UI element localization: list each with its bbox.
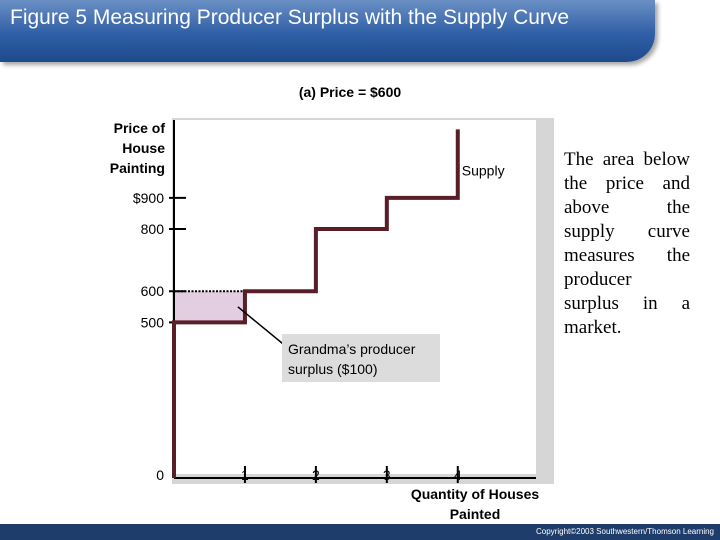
y-axis-title: Price of House Painting <box>109 120 165 176</box>
copyright-bar: Copyright©2003 Southwestern/Thomson Lear… <box>0 524 720 540</box>
y-tick-label: $900 <box>133 190 164 206</box>
y-tick-label: 600 <box>141 283 165 299</box>
annotation-text: Grandma’s producer surplus ($100) <box>288 341 416 377</box>
annotation-box <box>282 334 440 382</box>
x-tick-label: 3 <box>383 467 391 483</box>
tick-marks: 500 600 800 $900 0 1 2 3 4 <box>133 190 462 483</box>
title-bar: Figure 5 Measuring Producer Surplus with… <box>0 0 655 62</box>
y-tick-label: 500 <box>141 314 165 330</box>
x-tick-label: 1 <box>241 467 249 483</box>
slide-caption: The area below the price and above the s… <box>564 149 690 338</box>
supply-curve <box>172 129 460 478</box>
supply-curve-label: Supply <box>462 162 505 178</box>
x-axis-title: Quantity of Houses Painted <box>410 486 540 522</box>
copyright-text: Copyright©2003 Southwestern/Thomson Lear… <box>536 527 714 536</box>
y-tick-label: 800 <box>141 221 165 237</box>
chart-subtitle: (a) Price = $600 <box>298 84 402 100</box>
x-tick-label: 4 <box>454 467 462 483</box>
origin-label: 0 <box>156 467 164 483</box>
producer-surplus-area <box>174 291 245 323</box>
x-tick-label: 2 <box>312 467 320 483</box>
slide-title: Figure 5 Measuring Producer Surplus with… <box>10 6 570 29</box>
annotation-pointer <box>237 306 289 349</box>
